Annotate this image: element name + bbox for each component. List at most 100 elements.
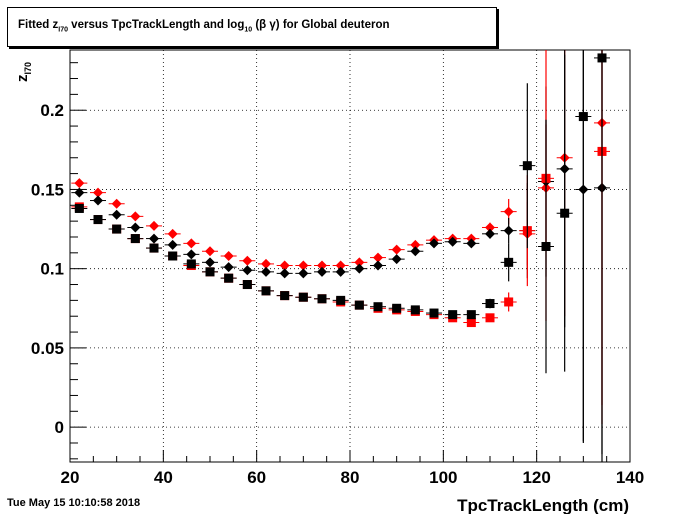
data-point-diamond xyxy=(447,236,458,247)
data-point-square xyxy=(242,280,252,290)
data-point-diamond xyxy=(93,195,103,206)
data-point-diamond xyxy=(223,251,234,261)
data-point-diamond xyxy=(205,257,215,268)
data-point-diamond xyxy=(279,260,290,271)
axes-layer: 0 0.05 0.1 0.15 0.2 20 40 60 80 100 120 140 xyxy=(31,62,644,487)
data-point-square xyxy=(224,273,234,283)
data-point-diamond xyxy=(410,246,421,257)
data-point-diamond xyxy=(298,260,309,271)
data-point-diamond xyxy=(503,206,514,217)
data-point-diamond xyxy=(485,228,495,239)
data-point-diamond xyxy=(317,266,327,277)
data-point-square xyxy=(205,267,215,277)
data-point-diamond xyxy=(74,187,85,198)
x-tick-label: 140 xyxy=(616,468,644,487)
svg-text:zI70: zI70 xyxy=(14,62,33,82)
data-point-diamond xyxy=(373,260,383,271)
data-point-diamond xyxy=(74,178,85,189)
data-point-square xyxy=(93,215,103,225)
data-point-diamond xyxy=(485,222,495,233)
data-point-diamond xyxy=(261,266,271,277)
data-point-diamond xyxy=(149,233,159,244)
x-tick-label: 100 xyxy=(429,468,457,487)
y-tick-label: 0.15 xyxy=(31,180,64,199)
data-point-diamond xyxy=(373,252,383,263)
y-tick-label: 0.2 xyxy=(40,101,64,120)
x-tick-label: 40 xyxy=(154,468,173,487)
data-point-diamond xyxy=(167,239,178,250)
data-point-diamond xyxy=(223,262,234,273)
data-point-square xyxy=(373,302,383,312)
data-point-square xyxy=(317,294,327,304)
data-point-square xyxy=(504,297,514,307)
x-tick-label: 60 xyxy=(247,468,266,487)
data-point-diamond xyxy=(317,260,327,271)
x-tick-label: 80 xyxy=(341,468,360,487)
series-layer xyxy=(71,50,610,462)
data-point-square xyxy=(149,243,159,253)
y-axis-label-main: z xyxy=(14,75,31,83)
data-point-square xyxy=(541,241,551,251)
y-axis-label: zI70 xyxy=(14,62,33,82)
data-point-diamond xyxy=(205,246,215,257)
data-point-diamond xyxy=(186,238,197,249)
title-box: Fitted zI70 versus TpcTrackLength and lo… xyxy=(7,7,497,47)
data-point-diamond xyxy=(167,228,178,239)
data-point-diamond xyxy=(335,266,346,277)
data-point-square xyxy=(560,208,570,218)
data-point-diamond xyxy=(298,268,309,279)
data-point-diamond xyxy=(391,254,402,265)
data-point-diamond xyxy=(429,238,439,249)
data-point-square xyxy=(130,234,140,244)
data-point-diamond xyxy=(130,211,141,222)
data-point-square xyxy=(261,286,271,296)
data-point-square xyxy=(336,295,346,305)
data-point-diamond xyxy=(391,244,402,255)
data-point-square xyxy=(504,257,514,267)
data-series-diamond-black xyxy=(71,50,610,462)
y-tick-label: 0.1 xyxy=(40,260,64,279)
grid-layer xyxy=(70,50,630,462)
data-point-square xyxy=(112,224,122,234)
data-point-diamond xyxy=(111,209,122,220)
chart-title: Fitted zI70 versus TpcTrackLength and lo… xyxy=(18,19,390,34)
data-point-square xyxy=(298,292,308,302)
timestamp-label: Tue May 15 10:10:58 2018 xyxy=(7,497,141,509)
data-point-diamond xyxy=(111,198,122,209)
data-point-diamond xyxy=(130,222,141,233)
data-point-diamond xyxy=(261,258,271,269)
data-point-square xyxy=(597,53,607,63)
data-point-diamond xyxy=(466,238,477,249)
data-point-square xyxy=(410,305,420,315)
data-point-square xyxy=(485,313,495,323)
data-point-diamond xyxy=(335,260,346,271)
data-point-diamond xyxy=(410,239,421,250)
data-point-square xyxy=(354,300,364,310)
x-axis-label: TpcTrackLength (cm) xyxy=(457,496,629,514)
data-point-square xyxy=(578,112,588,122)
data-point-diamond xyxy=(503,225,514,236)
y-axis-label-sub: I70 xyxy=(23,62,33,75)
data-point-square xyxy=(186,259,196,269)
data-point-square xyxy=(466,318,476,328)
data-point-diamond xyxy=(354,257,365,268)
data-point-square xyxy=(429,308,439,318)
data-point-square xyxy=(280,291,290,301)
data-series-square-black xyxy=(71,50,610,455)
data-point-square xyxy=(485,299,495,309)
x-tick-label: 20 xyxy=(61,468,80,487)
data-point-square xyxy=(448,310,458,320)
data-point-diamond xyxy=(279,268,290,279)
data-point-diamond xyxy=(186,249,197,260)
x-tick-label: 120 xyxy=(522,468,550,487)
data-point-square xyxy=(466,310,476,320)
data-point-diamond xyxy=(242,265,253,276)
y-tick-label: 0 xyxy=(55,418,64,437)
data-point-diamond xyxy=(242,255,253,266)
data-point-square xyxy=(392,303,402,313)
y-tick-label: 0.05 xyxy=(31,339,64,358)
data-point-diamond xyxy=(149,220,159,231)
data-point-diamond xyxy=(93,187,103,198)
data-point-square xyxy=(168,251,178,261)
